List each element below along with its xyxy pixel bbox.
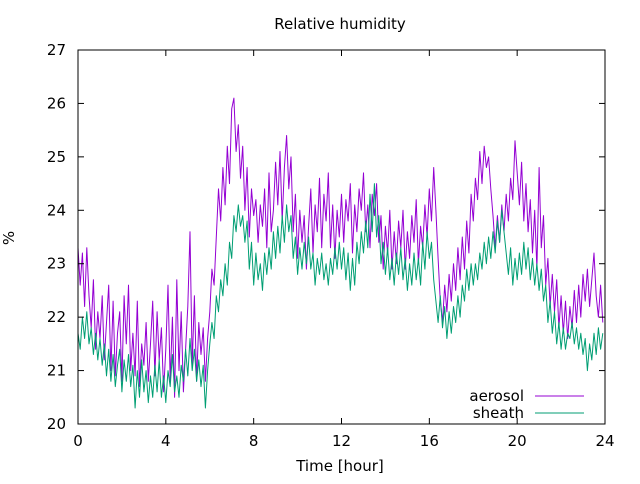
y-tick-label: 26: [47, 94, 66, 112]
y-tick-label: 25: [47, 148, 66, 166]
x-tick-label: 24: [595, 432, 614, 450]
y-tick-label: 20: [47, 415, 66, 433]
y-tick-label: 21: [47, 362, 66, 380]
y-tick-label: 22: [47, 308, 66, 326]
y-tick-label: 24: [47, 201, 66, 219]
x-tick-label: 4: [161, 432, 171, 450]
legend-label-sheath: sheath: [473, 404, 524, 422]
x-tick-label: 8: [249, 432, 259, 450]
y-axis-label: %: [0, 231, 18, 245]
ticks-layer: 0 4 8 12 16 20 24 20 21 22 23 24 25 26 27: [47, 41, 615, 450]
chart-title: Relative humidity: [274, 15, 406, 33]
series-line-aerosol: [77, 97, 604, 398]
legend-label-aerosol: aerosol: [469, 387, 524, 405]
series-line-sheath: [77, 183, 604, 409]
x-axis-label: Time [hour]: [295, 457, 384, 475]
plot-frame: [77, 49, 606, 425]
x-tick-label: 0: [73, 432, 83, 450]
legend: aerosol sheath: [469, 387, 584, 422]
x-tick-label: 12: [332, 432, 351, 450]
series-layer: [77, 97, 604, 409]
x-tick-label: 16: [420, 432, 439, 450]
y-tick-label: 23: [47, 255, 66, 273]
x-tick-label: 20: [508, 432, 527, 450]
y-tick-label: 27: [47, 41, 66, 59]
